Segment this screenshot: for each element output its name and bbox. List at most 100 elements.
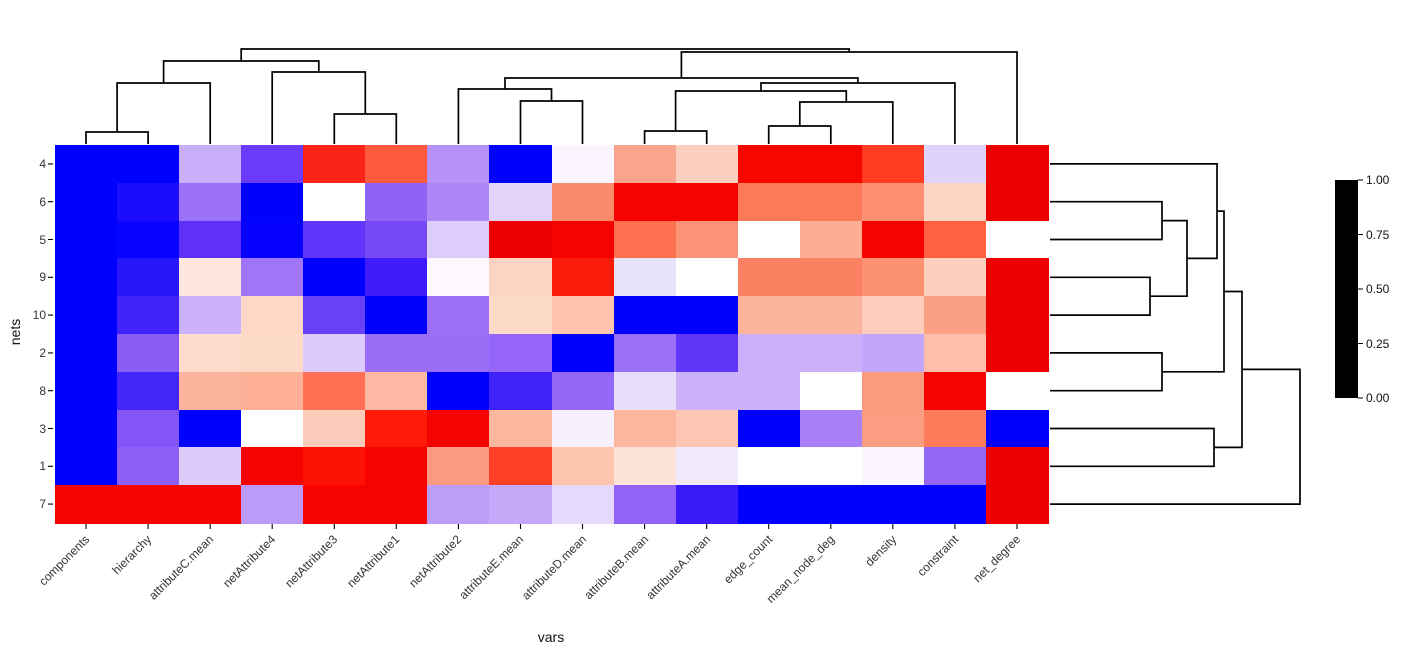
heatmap-cell	[737, 296, 801, 335]
heatmap-cell	[117, 145, 180, 184]
heatmap-cell	[675, 334, 739, 373]
heatmap-cell	[675, 447, 739, 486]
heatmap-cell	[799, 182, 863, 222]
heatmap-cell	[427, 182, 491, 222]
heatmap-cell	[303, 296, 366, 335]
heatmap-cell	[861, 296, 925, 335]
heatmap-cell	[861, 371, 925, 411]
heatmap-cell	[365, 371, 428, 411]
heatmap-cell	[427, 447, 491, 486]
heatmap-cell	[303, 258, 366, 297]
heatmap-cell	[489, 258, 553, 297]
heatmap-cell	[737, 258, 801, 297]
heatmap-cell	[861, 447, 925, 486]
heatmap-cell	[303, 447, 366, 486]
heatmap-cell	[117, 182, 180, 222]
heatmap-cell	[613, 334, 677, 373]
heatmap-cell	[55, 334, 118, 373]
heatmap-cell	[923, 258, 987, 297]
legend-tick-label: 0.25	[1366, 336, 1390, 351]
heatmap-cell	[799, 371, 863, 411]
heatmap-cell	[489, 485, 553, 524]
heatmap-cell	[117, 258, 180, 297]
row-label: 1	[39, 459, 46, 474]
heatmap-cell	[55, 145, 118, 184]
heatmap-cell	[489, 447, 553, 486]
heatmap-cell	[303, 182, 366, 222]
heatmap-cell	[179, 145, 242, 184]
heatmap-cell	[55, 447, 118, 486]
heatmap-cell	[675, 220, 739, 259]
heatmap-cell	[861, 485, 925, 524]
heatmap-cell	[241, 258, 304, 297]
heatmap-cell	[551, 145, 615, 184]
heatmap-cell	[675, 145, 739, 184]
heatmap-cell	[179, 220, 242, 259]
heatmap-cell	[923, 371, 987, 411]
heatmap-cell	[737, 220, 801, 259]
heatmap-cell	[303, 334, 366, 373]
heatmap-cell	[117, 220, 180, 259]
heatmap-cell	[861, 220, 925, 259]
x-axis-title: vars	[537, 629, 565, 645]
heatmap-cell	[675, 409, 739, 448]
heatmap-cell	[923, 145, 987, 184]
heatmap-cell	[179, 371, 242, 411]
heatmap-cell	[551, 485, 615, 524]
heatmap-cell	[613, 296, 677, 335]
legend-tick-label: 0.50	[1366, 282, 1390, 296]
legend-tick-label: 0.75	[1366, 227, 1390, 242]
heatmap-cell	[117, 334, 180, 373]
heatmap-cell	[985, 334, 1049, 373]
heatmap-cell	[613, 145, 677, 184]
heatmap-cell	[179, 334, 242, 373]
heatmap-cell	[737, 485, 801, 524]
heatmap-cell	[861, 258, 925, 297]
heatmap-cell	[427, 334, 491, 373]
heatmap-cell	[117, 296, 180, 335]
row-label: 4	[39, 156, 46, 171]
heatmap-cell	[179, 296, 242, 335]
heatmap-cell	[985, 182, 1049, 222]
heatmap-cell	[799, 296, 863, 335]
heatmap-cell	[489, 182, 553, 222]
heatmap-cell	[923, 334, 987, 373]
heatmap-cell	[799, 220, 863, 259]
heatmap-cell	[303, 409, 366, 448]
heatmap-cell	[365, 334, 428, 373]
heatmap-cell	[179, 447, 242, 486]
heatmap-cell	[551, 220, 615, 259]
heatmap-cell	[241, 371, 304, 411]
heatmap-cell	[179, 485, 242, 524]
heatmap-cell	[55, 409, 118, 448]
heatmap-cell	[551, 409, 615, 448]
heatmap-cell	[303, 371, 366, 411]
heatmap-cell	[365, 409, 428, 448]
row-label: 8	[39, 383, 46, 398]
heatmap-cell	[613, 182, 677, 222]
heatmap-cell	[55, 371, 118, 411]
heatmap-cell	[427, 485, 491, 524]
heatmap-cell	[241, 296, 304, 335]
heatmap-cell	[117, 485, 180, 524]
heatmap-cell	[551, 182, 615, 222]
row-label: 3	[39, 421, 46, 436]
heatmap-cell	[427, 371, 491, 411]
heatmap-cell	[985, 485, 1049, 524]
heatmap-cell	[985, 447, 1049, 486]
heatmap-cell	[923, 296, 987, 335]
heatmap-cell	[675, 258, 739, 297]
y-axis-title: nets	[7, 318, 23, 346]
heatmap-cell	[365, 447, 428, 486]
heatmap-cell	[613, 447, 677, 486]
heatmap-cell	[365, 220, 428, 259]
heatmap-cell	[985, 145, 1049, 184]
row-label: 6	[39, 194, 46, 209]
heatmap-cell	[55, 485, 118, 524]
heatmap-cell	[861, 182, 925, 222]
heatmap-cell	[489, 409, 553, 448]
heatmap-cell	[551, 371, 615, 411]
heatmap-cell	[365, 182, 428, 222]
heatmap-cell	[613, 485, 677, 524]
heatmap-cell	[675, 371, 739, 411]
